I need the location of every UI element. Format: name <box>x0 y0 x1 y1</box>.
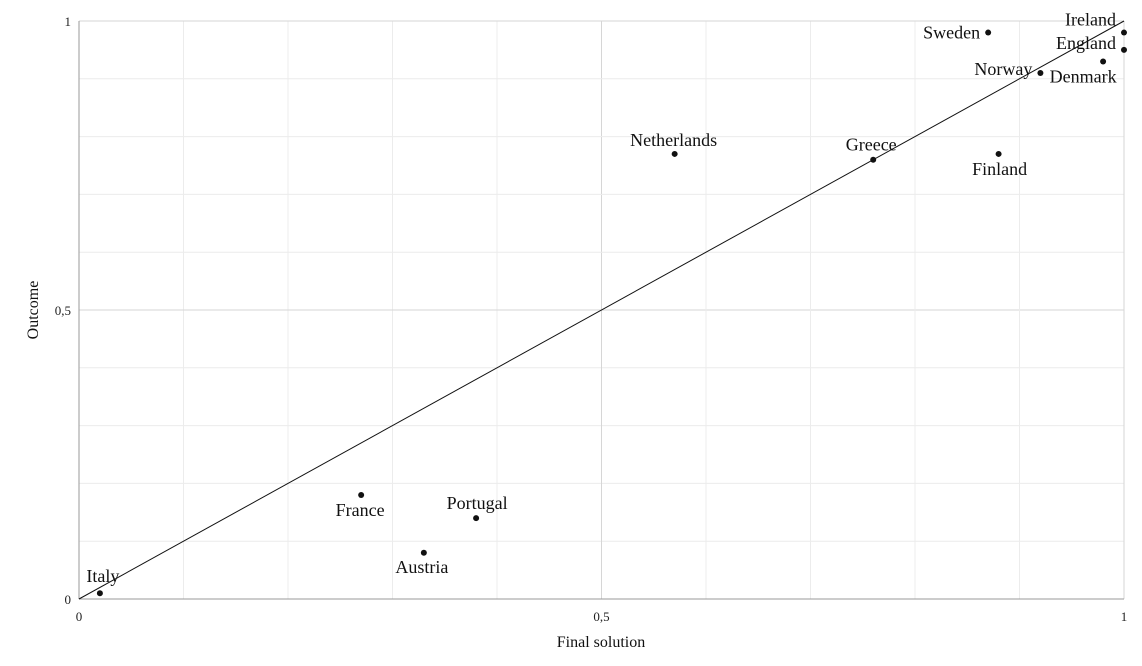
data-point-label: Portugal <box>447 493 508 513</box>
y-tick-label: 0 <box>65 592 72 607</box>
data-point <box>671 150 678 157</box>
reference-line <box>78 20 1125 600</box>
grid <box>79 20 1125 599</box>
data-point <box>358 491 365 498</box>
data-point-label: Greece <box>846 135 897 155</box>
data-point-label: Italy <box>86 566 119 586</box>
data-point <box>985 29 992 36</box>
y-tick-label: 0,5 <box>55 303 71 318</box>
x-tick-label: 0,5 <box>593 609 609 624</box>
data-point-label: England <box>1056 33 1116 53</box>
data-point-label: Austria <box>395 557 448 577</box>
x-tick-labels: 0 0,5 1 <box>76 609 1128 624</box>
x-tick-label: 0 <box>76 609 83 624</box>
data-point <box>1121 46 1127 53</box>
data-point-label: Finland <box>972 159 1027 179</box>
data-point <box>1100 58 1107 65</box>
data-point-label: Denmark <box>1050 66 1117 86</box>
y-axis-label: Outcome <box>25 281 42 340</box>
x-axis-label: Final solution <box>557 634 645 651</box>
data-point-label: France <box>336 500 385 520</box>
data-point-label: Norway <box>974 59 1032 79</box>
data-point <box>96 590 103 597</box>
data-point <box>870 156 877 163</box>
axes <box>78 21 1124 600</box>
data-point <box>995 150 1002 157</box>
y-tick-labels: 00,51 <box>55 14 71 607</box>
data-point-label: Sweden <box>923 23 980 43</box>
y-tick-label: 1 <box>65 14 72 29</box>
data-point-label: Ireland <box>1065 10 1116 30</box>
data-points: Ireland England Denmark Sweden Norway Finland… <box>86 10 1127 597</box>
data-point-label: Netherlands <box>630 130 717 150</box>
x-tick-label: 1 <box>1121 609 1128 624</box>
data-point <box>1121 29 1127 36</box>
data-point <box>473 515 480 522</box>
data-point <box>1037 70 1044 77</box>
data-point <box>420 549 427 556</box>
